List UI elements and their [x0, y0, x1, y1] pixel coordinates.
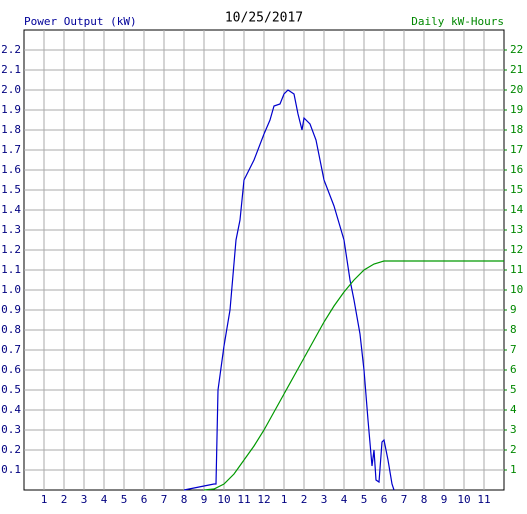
chart-title: 10/25/2017	[225, 11, 303, 26]
x-tick-label: 9	[441, 493, 448, 506]
y-tick-label: 2.1	[1, 63, 21, 76]
y2-tick-label: 9	[510, 303, 517, 316]
y2-tick-label: 6	[510, 363, 517, 376]
x-tick-label: 6	[381, 493, 388, 506]
y2-tick-label: 11	[510, 263, 523, 276]
x-tick-label: 10	[217, 493, 230, 506]
y2-tick-label: 1	[510, 463, 517, 476]
y-tick-label: 0.6	[1, 363, 21, 376]
x-tick-label: 1	[41, 493, 48, 506]
y2-tick-label: 2	[510, 443, 517, 456]
y-tick-label: 0.9	[1, 303, 21, 316]
y2-tick-label: 13	[510, 223, 523, 236]
x-tick-label: 6	[141, 493, 148, 506]
y-tick-label: 0.2	[1, 443, 21, 456]
x-tick-label: 4	[101, 493, 108, 506]
y2-tick-label: 22	[510, 43, 523, 56]
x-tick-label: 3	[321, 493, 328, 506]
y-tick-label: 0.8	[1, 323, 21, 336]
x-tick-label: 1	[281, 493, 288, 506]
y2-tick-label: 21	[510, 63, 523, 76]
y-tick-label: 1.9	[1, 103, 21, 116]
x-tick-label: 9	[201, 493, 208, 506]
y-tick-label: 2.2	[1, 43, 21, 56]
x-tick-label: 7	[401, 493, 408, 506]
y2-tick-label: 12	[510, 243, 523, 256]
x-tick-label: 5	[361, 493, 368, 506]
y2-tick-label: 5	[510, 383, 517, 396]
x-tick-label: 4	[341, 493, 348, 506]
y-tick-label: 1.3	[1, 223, 21, 236]
x-tick-label: 10	[457, 493, 470, 506]
y-tick-label: 0.5	[1, 383, 21, 396]
y2-tick-label: 3	[510, 423, 517, 436]
y-tick-label: 0.3	[1, 423, 21, 436]
x-tick-label: 5	[121, 493, 128, 506]
y-tick-label: 0.7	[1, 343, 21, 356]
x-tick-label: 8	[181, 493, 188, 506]
y-axis-title: Power Output (kW)	[24, 15, 137, 28]
x-tick-label: 11	[477, 493, 490, 506]
x-tick-label: 3	[81, 493, 88, 506]
y-tick-label: 1.5	[1, 183, 21, 196]
y2-tick-label: 10	[510, 283, 523, 296]
y2-tick-label: 16	[510, 163, 523, 176]
y2-tick-label: 4	[510, 403, 517, 416]
x-tick-label: 12	[257, 493, 270, 506]
y2-tick-label: 7	[510, 343, 517, 356]
y-tick-label: 1.6	[1, 163, 21, 176]
x-tick-label: 2	[61, 493, 68, 506]
y2-tick-label: 17	[510, 143, 523, 156]
y-tick-label: 0.1	[1, 463, 21, 476]
y2-tick-label: 18	[510, 123, 523, 136]
y2-tick-label: 8	[510, 323, 517, 336]
y-tick-label: 1.2	[1, 243, 21, 256]
y2-tick-label: 20	[510, 83, 523, 96]
series-line	[203, 260, 504, 491]
x-tick-label: 8	[421, 493, 428, 506]
y-tick-label: 0.4	[1, 403, 21, 416]
y-tick-label: 1.8	[1, 123, 21, 136]
y2-tick-label: 19	[510, 103, 523, 116]
y2-tick-label: 14	[510, 203, 524, 216]
x-tick-label: 7	[161, 493, 168, 506]
y-tick-label: 1.7	[1, 143, 21, 156]
x-tick-label: 2	[301, 493, 308, 506]
y-tick-label: 1.1	[1, 263, 21, 276]
y-tick-label: 1.4	[1, 203, 21, 216]
y2-tick-label: 15	[510, 183, 523, 196]
y-tick-label: 1.0	[1, 283, 21, 296]
y2-axis-title: Daily kW-Hours	[411, 15, 504, 28]
x-tick-label: 11	[237, 493, 250, 506]
series-line	[183, 89, 395, 491]
y-tick-label: 2.0	[1, 83, 21, 96]
